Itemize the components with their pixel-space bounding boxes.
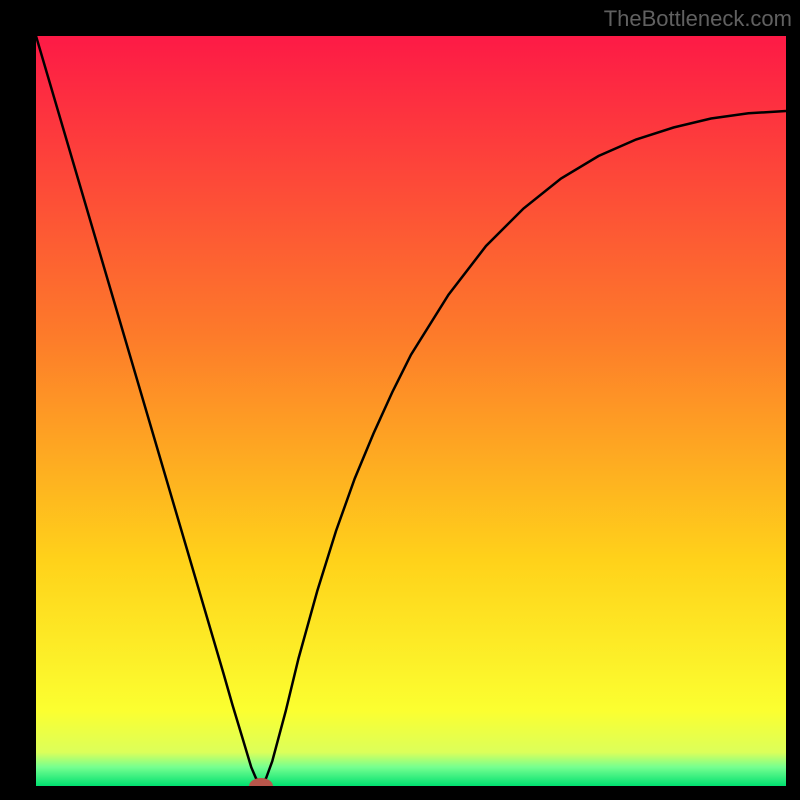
chart-container: TheBottleneck.com (0, 0, 800, 800)
bottleneck-curve (36, 36, 786, 786)
watermark-text: TheBottleneck.com (604, 6, 792, 32)
plot-area (36, 36, 786, 786)
chart-svg (36, 36, 786, 786)
optimum-marker (249, 778, 273, 786)
